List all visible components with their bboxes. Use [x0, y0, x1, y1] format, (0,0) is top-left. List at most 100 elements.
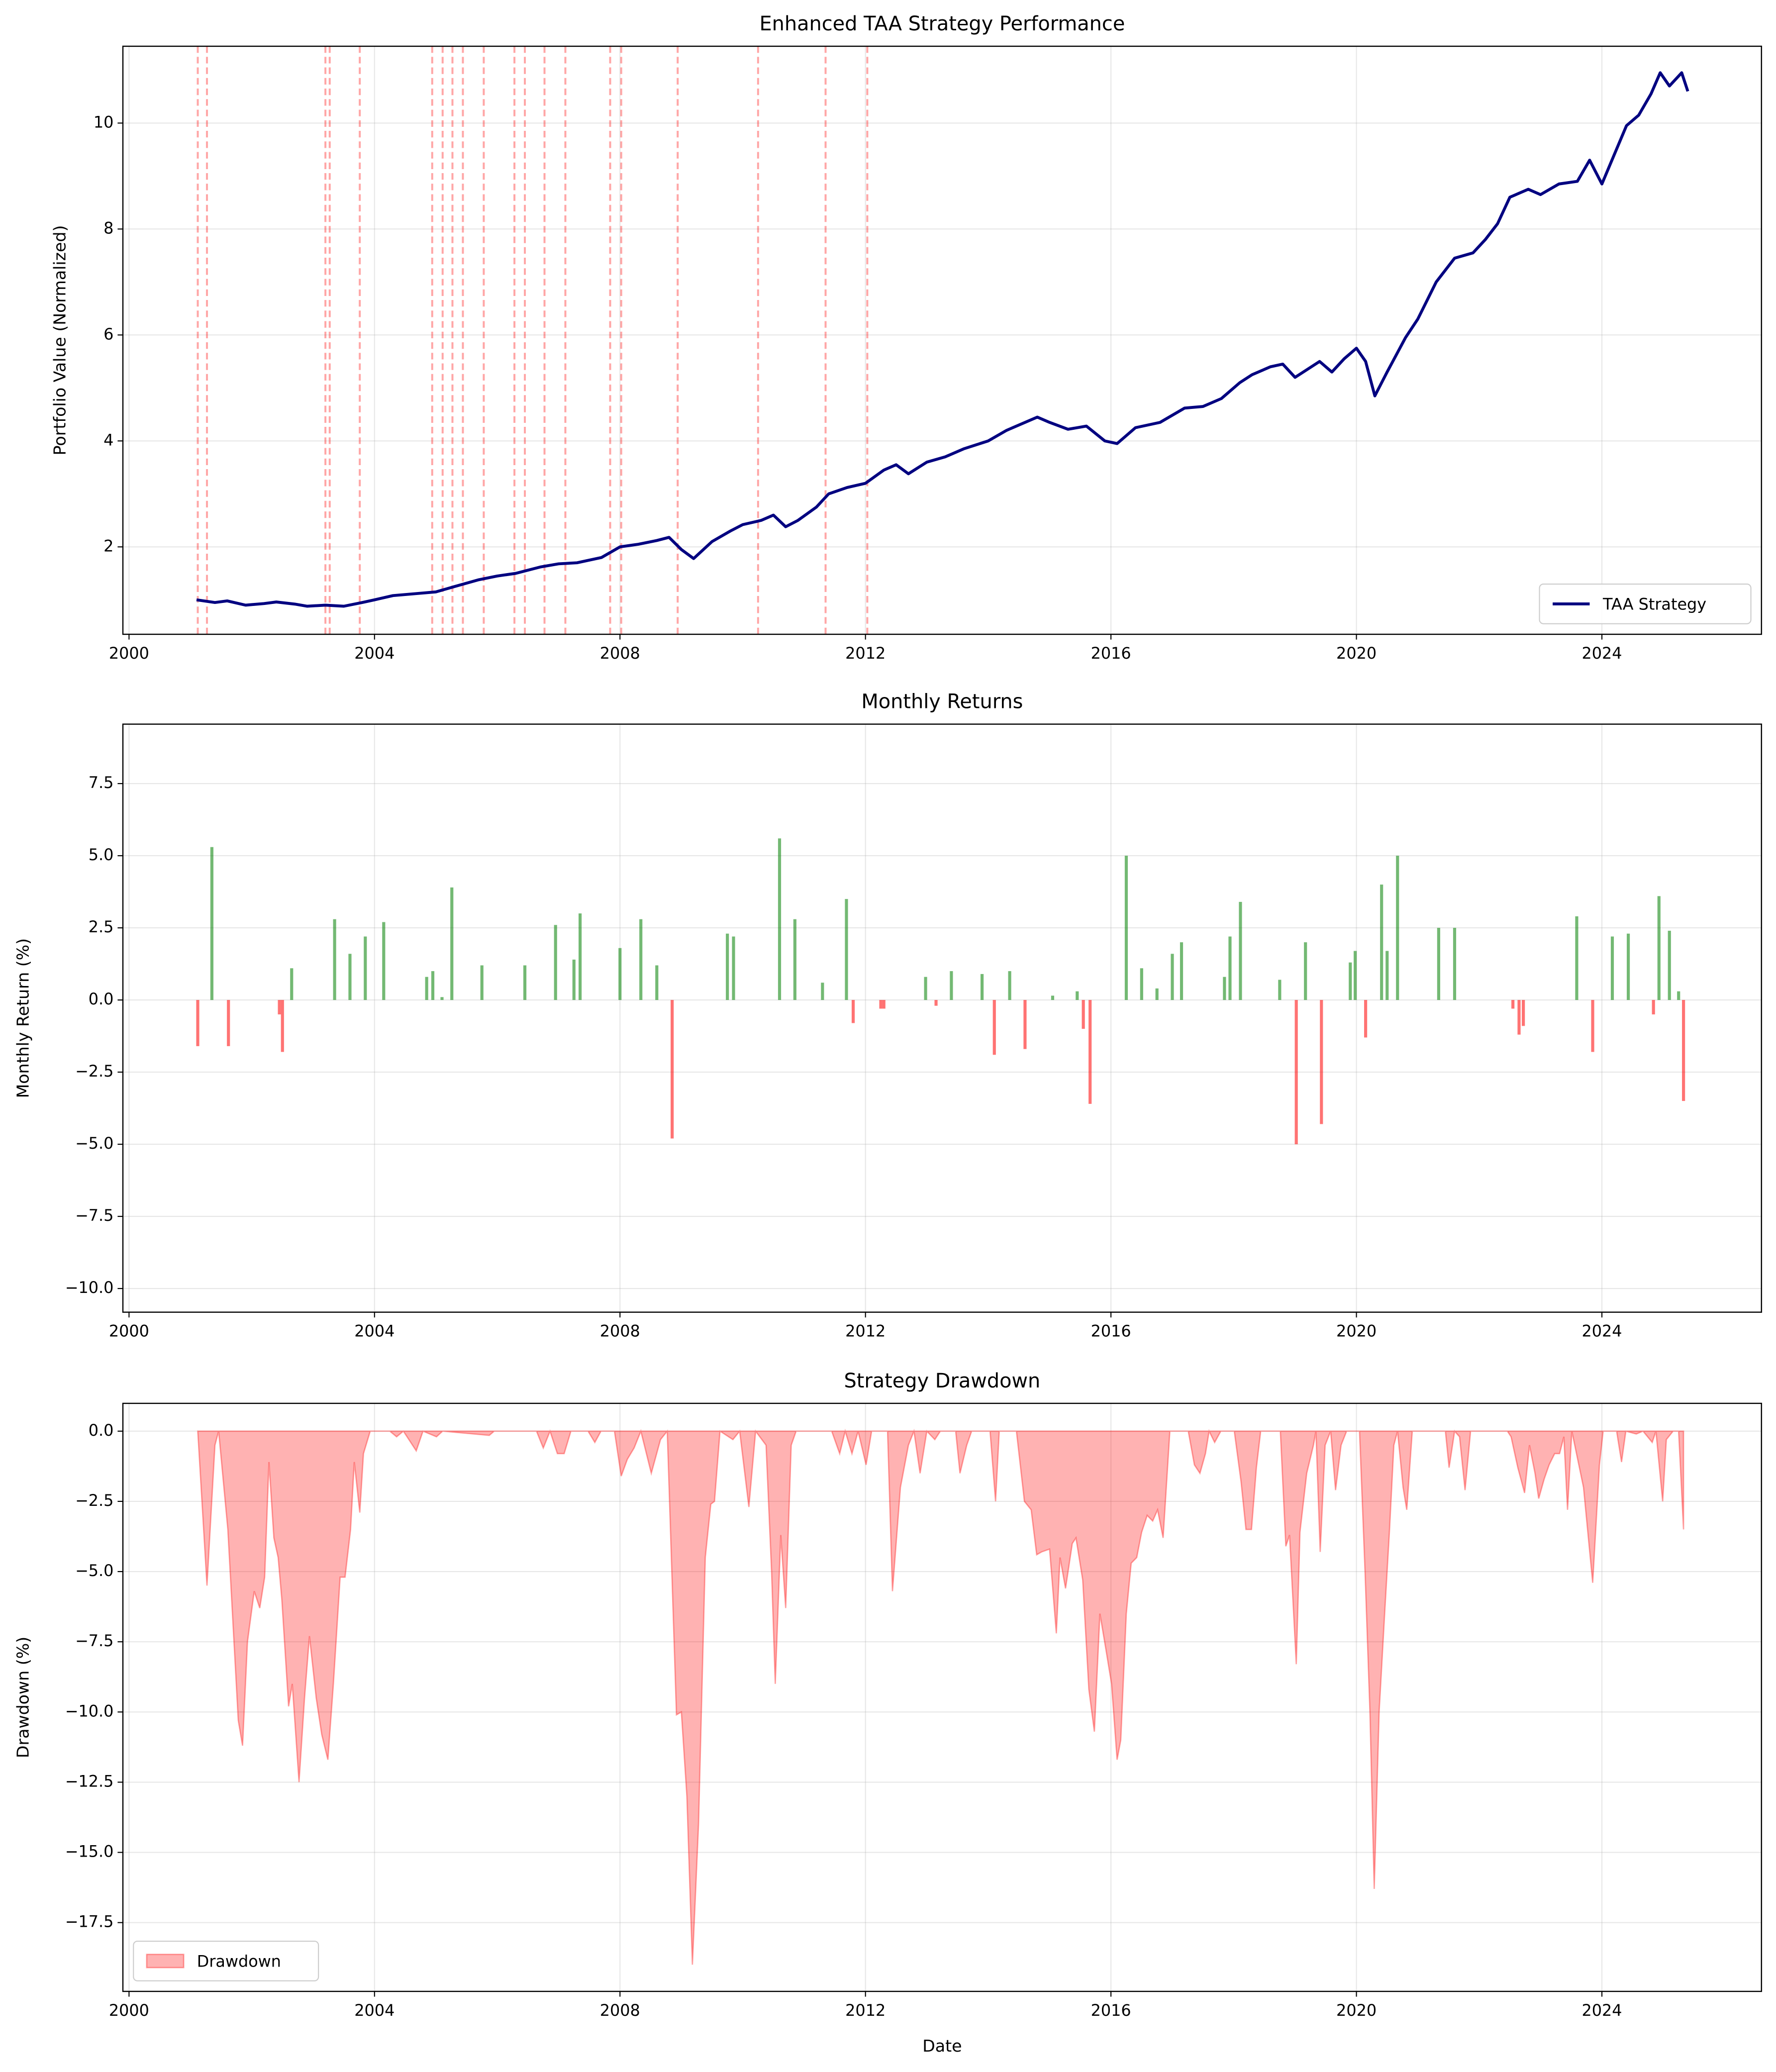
bar — [1522, 1000, 1525, 1026]
bar — [431, 971, 435, 1000]
subplot: Enhanced TAA Strategy Performance Portfol… — [50, 12, 1762, 663]
bar — [882, 1000, 886, 1009]
bar — [1180, 942, 1184, 1000]
y-axis-label: Drawdown (%) — [13, 1637, 32, 1758]
bar — [1610, 936, 1614, 1000]
series-line — [196, 71, 1689, 608]
bar — [1278, 980, 1282, 1000]
bar — [1239, 901, 1242, 1000]
bar — [450, 887, 454, 1000]
bar — [639, 919, 643, 1000]
bar — [364, 936, 367, 1000]
bar — [1677, 991, 1680, 1000]
x-tick-label: 2016 — [1091, 2001, 1131, 2020]
bar — [726, 933, 729, 1000]
y-tick-label: −7.5 — [75, 1631, 113, 1650]
y-tick-label: 4 — [103, 430, 113, 449]
bar — [981, 974, 984, 1000]
x-tick-label: 2012 — [845, 2001, 886, 2020]
y-tick-label: −10.0 — [65, 1278, 114, 1297]
bar — [1228, 936, 1232, 1000]
x-tick-label: 2008 — [600, 1322, 640, 1341]
bar — [793, 919, 796, 1000]
bar — [196, 1000, 199, 1046]
x-tick-label: 2004 — [354, 1322, 395, 1341]
x-tick-label: 2024 — [1581, 644, 1622, 663]
bar — [1349, 962, 1352, 1000]
bar — [821, 983, 824, 1000]
y-axis-label: Portfolio Value (Normalized) — [50, 225, 70, 456]
x-tick-label: 2020 — [1336, 1322, 1377, 1341]
axes-frame — [122, 1402, 1762, 1992]
x-tick-label: 2000 — [109, 2001, 149, 2020]
subplot-title: Strategy Drawdown — [844, 1370, 1041, 1392]
bar — [1591, 1000, 1594, 1052]
subplot: Monthly Returns Monthly Return (%) 2000 200… — [13, 691, 1762, 1341]
y-tick-label: 5.0 — [89, 845, 114, 864]
bar — [1082, 1000, 1085, 1029]
x-tick-label: 2000 — [109, 644, 149, 663]
bar — [671, 1000, 674, 1139]
x-tick-label: 2012 — [845, 1322, 886, 1341]
bar — [1171, 954, 1174, 1000]
bar — [440, 997, 444, 1000]
bar — [851, 1000, 855, 1023]
x-tick-label: 2004 — [354, 2001, 395, 2020]
bar — [1294, 1000, 1298, 1145]
axes-frame — [122, 723, 1762, 1313]
y-tick-label: 6 — [103, 324, 113, 343]
legend-label: Drawdown — [197, 1952, 281, 1971]
bar — [950, 971, 953, 1000]
x-tick-label: 2008 — [600, 2001, 640, 2020]
y-tick-label: 7.5 — [89, 773, 114, 792]
bar — [480, 965, 484, 1000]
subplot-title: Monthly Returns — [861, 691, 1023, 713]
y-axis-label: Monthly Return (%) — [13, 938, 32, 1098]
bar — [1668, 930, 1671, 1000]
bar — [333, 919, 336, 1000]
bar — [348, 954, 352, 1000]
x-tick-label: 2020 — [1336, 2001, 1377, 2020]
x-tick-label: 2016 — [1091, 1322, 1131, 1341]
legend-swatch — [146, 1954, 185, 1969]
legend-box — [133, 1940, 319, 1981]
bar — [1396, 856, 1399, 1000]
x-tick-label: 2004 — [354, 644, 395, 663]
bar — [1320, 1000, 1323, 1124]
bar — [572, 959, 576, 1000]
y-tick-label: −7.5 — [75, 1206, 113, 1225]
bar — [1682, 1000, 1685, 1101]
y-tick-label: −12.5 — [65, 1772, 114, 1790]
bar — [924, 977, 927, 1000]
bar — [845, 899, 848, 1000]
bar — [1140, 968, 1143, 1000]
bar — [382, 922, 386, 1000]
x-tick-label: 2020 — [1336, 644, 1377, 663]
bar — [1304, 942, 1307, 1000]
bar — [227, 1000, 230, 1046]
bar — [732, 936, 735, 1000]
x-axis-label: Date — [922, 2036, 962, 2056]
x-tick-label: 2000 — [109, 1322, 149, 1341]
bar — [1380, 885, 1383, 1000]
y-tick-label: −2.5 — [75, 1491, 113, 1510]
bar — [1088, 1000, 1092, 1104]
bar — [1385, 951, 1389, 1000]
y-tick-label: −5.0 — [75, 1134, 113, 1153]
drawdown-area — [197, 1428, 1684, 1965]
y-tick-label: 0.0 — [89, 989, 114, 1008]
x-tick-label: 2024 — [1581, 1322, 1622, 1341]
bar — [523, 965, 527, 1000]
x-tick-label: 2008 — [600, 644, 640, 663]
legend-label: TAA Strategy — [1602, 595, 1706, 614]
bar — [1364, 1000, 1368, 1038]
bar — [1223, 977, 1226, 1000]
x-tick-label: 2012 — [845, 644, 886, 663]
bar — [1575, 916, 1579, 1000]
bar — [1627, 933, 1630, 1000]
bar — [1023, 1000, 1027, 1049]
bar — [778, 838, 782, 1000]
